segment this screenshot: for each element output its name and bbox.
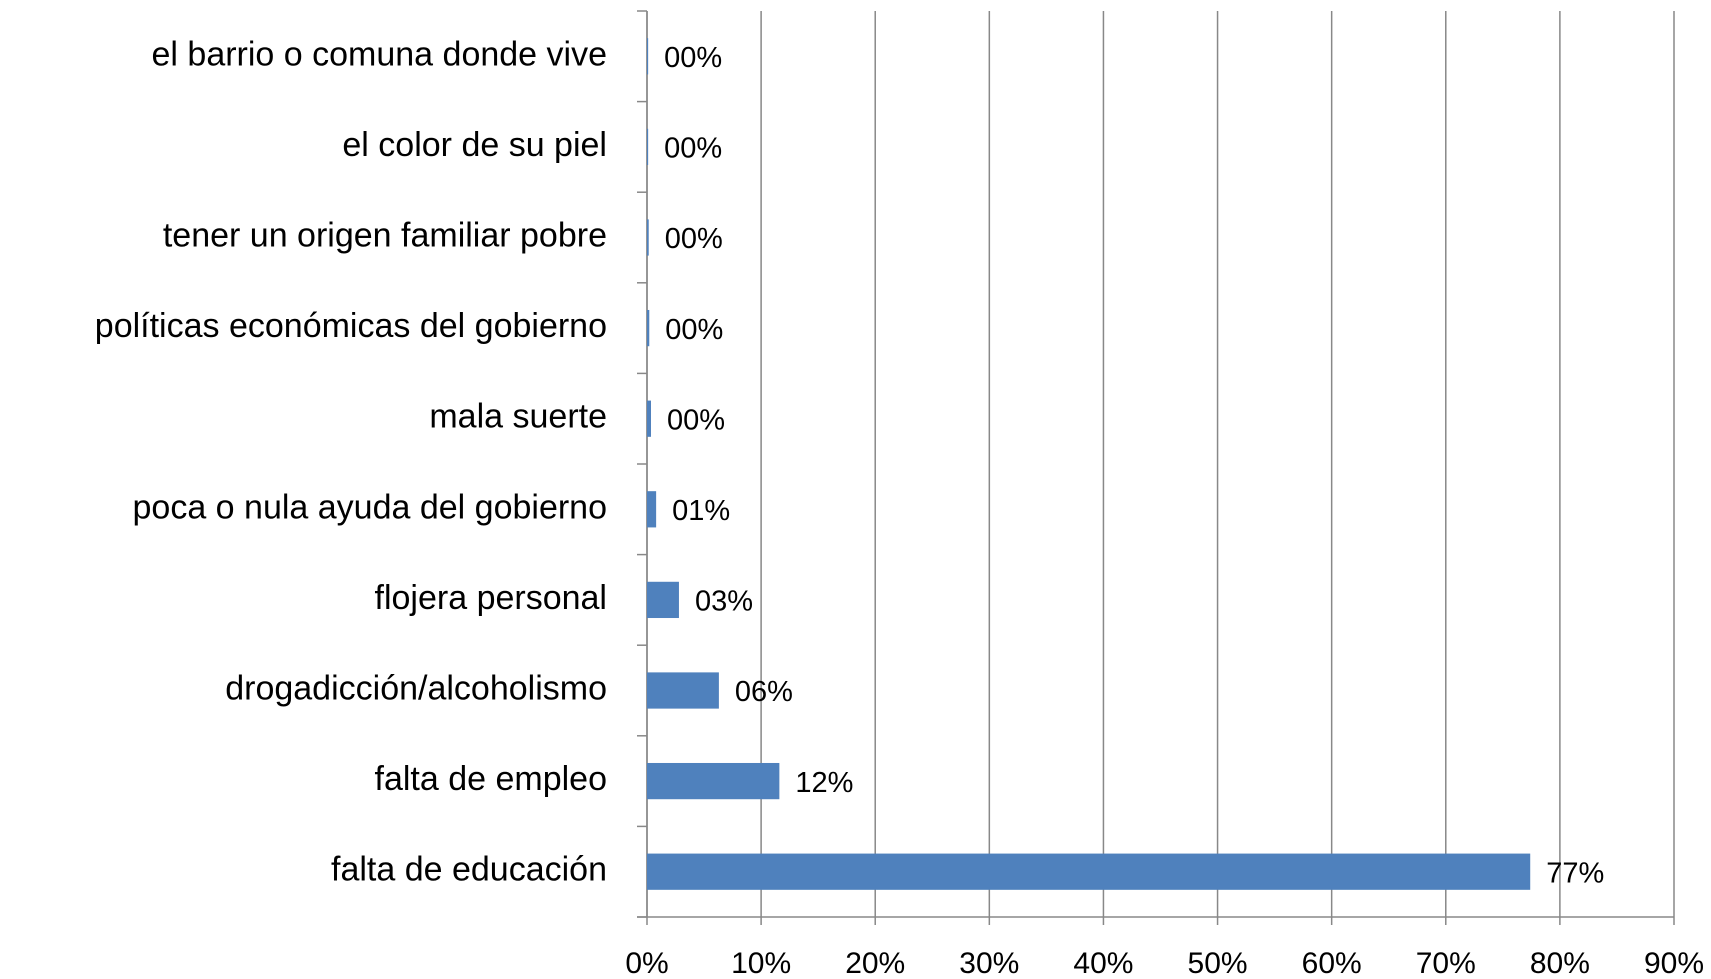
x-tick-label: 30% — [959, 947, 1019, 979]
data-label: 00% — [665, 314, 723, 346]
y-tick-label: mala suerte — [429, 398, 607, 436]
x-tick-label: 50% — [1188, 947, 1248, 979]
bar — [647, 309, 650, 347]
y-tick-label: el barrio o comuna donde vive — [152, 35, 608, 73]
y-tick-label: falta de empleo — [375, 760, 608, 798]
data-label: 00% — [664, 42, 722, 74]
x-tick-label: 0% — [625, 947, 668, 979]
y-tick-label: falta de educación — [331, 851, 607, 889]
x-tick-label: 90% — [1644, 947, 1704, 979]
bar — [647, 128, 649, 166]
x-tick-label: 40% — [1073, 947, 1133, 979]
data-label: 06% — [735, 676, 793, 708]
data-label: 00% — [667, 404, 725, 436]
bar — [647, 400, 651, 437]
data-label: 00% — [665, 223, 723, 255]
bar — [647, 672, 719, 709]
y-tick-label: flojera personal — [375, 579, 607, 617]
data-label: 12% — [795, 767, 853, 799]
data-label: 77% — [1546, 857, 1604, 889]
y-tick-label: el color de su piel — [342, 126, 607, 164]
bar — [647, 581, 679, 619]
x-tick-label: 70% — [1416, 947, 1476, 979]
bar — [647, 853, 1531, 890]
x-tick-label: 10% — [731, 947, 791, 979]
data-label: 00% — [664, 133, 722, 165]
bar — [647, 762, 780, 800]
y-tick-label: tener un origen familiar pobre — [163, 216, 607, 254]
bar — [647, 219, 649, 256]
x-tick-label: 80% — [1530, 947, 1590, 979]
data-label: 03% — [695, 586, 753, 618]
bar — [647, 38, 649, 75]
x-tick-label: 20% — [845, 947, 905, 979]
data-label: 01% — [672, 495, 730, 527]
y-tick-label: drogadicción/alcoholismo — [225, 669, 607, 707]
x-tick-label: 60% — [1302, 947, 1362, 979]
bar — [647, 491, 657, 528]
y-tick-label: poca o nula ayuda del gobierno — [133, 488, 608, 526]
y-tick-label: políticas económicas del gobierno — [95, 307, 607, 345]
